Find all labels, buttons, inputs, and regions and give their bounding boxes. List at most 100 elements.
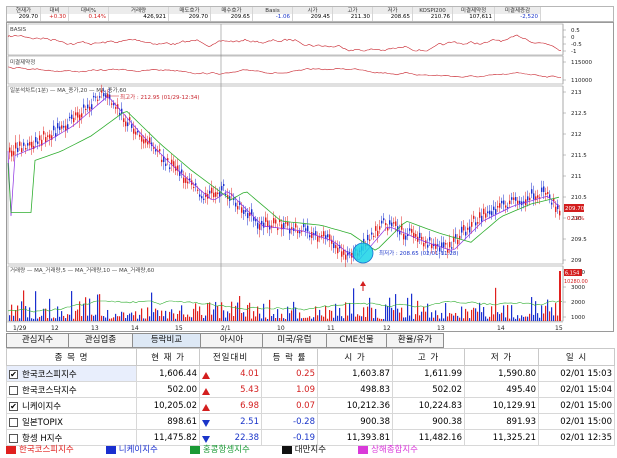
- volume-bar: [113, 317, 115, 321]
- tab-4[interactable]: 미국/유럽: [262, 333, 326, 348]
- volume-bar: [457, 315, 459, 321]
- price-candle: [423, 242, 425, 247]
- market-tabs: 관심지수 관심업종 등락비교 아시아 미국/유럽 CME선물 환율/유가: [6, 333, 614, 348]
- last-price-box: [564, 204, 584, 212]
- column-header[interactable]: 등 락 률: [261, 348, 318, 366]
- tab-3[interactable]: 아시아: [200, 333, 262, 348]
- price-candle: [501, 200, 503, 204]
- column-header[interactable]: 일 시: [538, 348, 615, 366]
- column-header[interactable]: 현 재 가: [136, 348, 200, 366]
- basis-tick: -0.5: [571, 42, 582, 48]
- volume-bar: [361, 316, 363, 321]
- cell-name: 항셍 H지수: [6, 429, 137, 446]
- volume-bar: [115, 313, 117, 321]
- volume-tick: 1000: [571, 315, 585, 321]
- price-candle: [413, 232, 415, 238]
- volume-bar: [153, 312, 155, 321]
- volume-bar: [235, 305, 237, 321]
- price-candle: [247, 212, 249, 219]
- tab-5[interactable]: CME선물: [326, 333, 386, 348]
- volume-bar: [383, 318, 385, 321]
- tab-6[interactable]: 환율/유가: [386, 333, 444, 348]
- price-candle: [537, 195, 539, 198]
- oi-tick: 110000: [571, 78, 592, 84]
- price-candle: [223, 184, 225, 186]
- table-row[interactable]: ✔ 니케이지수 10,205.02 6.98 0.07 10,212.36 10,224.8…: [6, 397, 615, 414]
- table-row[interactable]: 항셍 H지수 11,475.82 22.38 -0.19 11,393.81 11,482…: [6, 429, 615, 446]
- table-row[interactable]: 일본TOPIX 898.61 2.51 -0.28 900.38 900.38 891.93…: [6, 413, 615, 430]
- price-candle: [33, 145, 35, 149]
- column-header[interactable]: 저 가: [464, 348, 539, 366]
- volume-bar: [303, 317, 305, 321]
- chart-canvas[interactable]: 1/29 12 13 14 15 2/1 10 11 12 13 14 15 BASIS 미결제약정일분석…: [7, 23, 615, 333]
- column-header[interactable]: 고 가: [392, 348, 465, 366]
- price-candle: [409, 228, 411, 231]
- volume-bar: [97, 294, 99, 321]
- column-header[interactable]: 전일대비: [199, 348, 262, 366]
- volume-bar: [503, 305, 505, 321]
- price-candle: [199, 194, 201, 197]
- row-checkbox[interactable]: ✔: [9, 369, 18, 379]
- oi-line: [8, 66, 562, 78]
- price-candle: [503, 200, 505, 205]
- tab-1[interactable]: 관심업종: [68, 333, 132, 348]
- info-label: 시가: [293, 7, 332, 15]
- volume-bar: [99, 294, 101, 321]
- x-tick-label: 12: [51, 325, 59, 332]
- column-header[interactable]: 종 목 명: [6, 348, 137, 366]
- volume-bar: [471, 309, 473, 321]
- volume-bar: [207, 302, 209, 321]
- volume-bar: [469, 318, 471, 321]
- cell-change-text: 6.98: [240, 400, 259, 411]
- column-header[interactable]: 시 가: [317, 348, 393, 366]
- futures-chart[interactable]: 1/29 12 13 14 15 2/1 10 11 12 13 14 15 BASIS 미결제약정 일분석…: [6, 22, 614, 332]
- table-row[interactable]: 한국코스닥지수 502.00 5.43 1.09 498.83 502.02 495.40 0…: [6, 381, 615, 398]
- price-candle: [115, 107, 117, 109]
- volume-bar: [501, 312, 503, 321]
- volume-bar: [453, 315, 455, 321]
- volume-bar: [427, 303, 429, 321]
- cell-low: 495.40: [464, 381, 539, 398]
- price-candle: [111, 103, 113, 105]
- row-checkbox[interactable]: [9, 417, 18, 427]
- row-checkbox[interactable]: [9, 385, 18, 395]
- cell-high-text: 11,482.16: [418, 432, 462, 443]
- x-tick-label: 14: [497, 325, 505, 332]
- tab-0[interactable]: 관심지수: [6, 333, 68, 348]
- price-candle: [505, 205, 507, 208]
- row-checkbox[interactable]: [9, 433, 18, 443]
- volume-bar: [331, 310, 333, 321]
- price-candle: [271, 225, 273, 228]
- volume-bar: [359, 315, 361, 321]
- volume-bar: [261, 318, 263, 321]
- cell-price: 502.00: [136, 381, 200, 398]
- volume-bar: [417, 300, 419, 321]
- cell-open-text: 10,212.36: [346, 400, 390, 411]
- price-tick: 213: [571, 90, 582, 96]
- volume-bar: [107, 309, 109, 321]
- price-candle: [323, 231, 325, 237]
- volume-bar: [197, 311, 199, 321]
- price-candle: [181, 169, 183, 173]
- volume-bar: [451, 313, 453, 321]
- tab-2[interactable]: 등락비교: [132, 333, 200, 348]
- table-row[interactable]: ✔ 한국코스피지수 1,606.44 4.01 0.25 1,603.87 1,611.99…: [6, 365, 615, 382]
- volume-bar: [43, 308, 45, 321]
- info-value: 209.45: [310, 14, 330, 21]
- volume-bar: [87, 315, 89, 321]
- volume-bar: [73, 318, 75, 321]
- volume-bar: [521, 315, 523, 321]
- price-candle: [301, 230, 303, 232]
- price-candle: [249, 212, 251, 216]
- volume-bar: [243, 312, 245, 321]
- volume-bar: [29, 307, 31, 321]
- price-candle: [17, 147, 19, 153]
- row-checkbox[interactable]: ✔: [9, 401, 18, 411]
- volume-bar: [313, 317, 315, 321]
- volume-bar: [123, 312, 125, 321]
- volume-bar: [251, 318, 253, 321]
- price-candle: [279, 219, 281, 223]
- cell-high: 1,611.99: [392, 365, 465, 382]
- volume-bar: [89, 298, 91, 321]
- volume-bar: [103, 316, 105, 321]
